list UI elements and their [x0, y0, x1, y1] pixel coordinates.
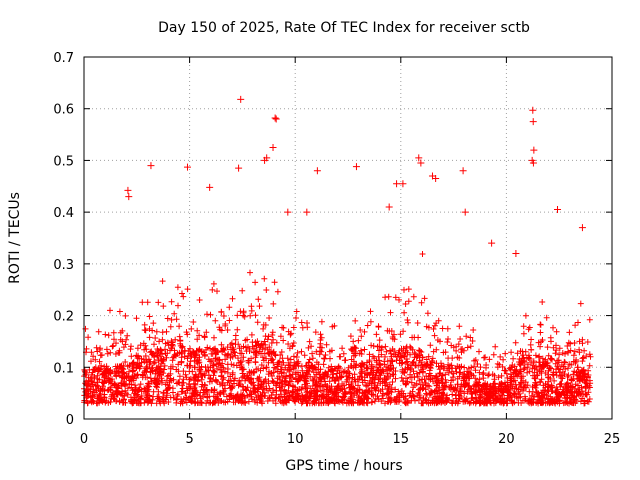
x-tick-label: 25 — [604, 432, 621, 447]
data-point — [147, 162, 155, 170]
data-point — [235, 164, 243, 172]
data-point — [393, 180, 401, 188]
data-point — [529, 106, 537, 114]
data-point — [284, 208, 292, 216]
data-point — [385, 203, 393, 211]
data-point — [554, 206, 562, 214]
roti-series-cloud — [81, 251, 594, 407]
y-tick-label: 0.2 — [53, 310, 74, 325]
data-point — [269, 144, 277, 151]
x-tick-label: 20 — [498, 432, 515, 447]
data-point — [303, 208, 311, 216]
x-tick-label: 0 — [80, 432, 88, 447]
data-point — [206, 183, 214, 191]
roti-series — [124, 95, 586, 258]
x-tick-label: 10 — [287, 432, 304, 447]
x-tick-label: 15 — [393, 432, 410, 447]
data-point — [352, 163, 360, 171]
y-tick-label: 0.5 — [53, 154, 74, 169]
data-point — [183, 163, 191, 171]
y-tick-label: 0.1 — [53, 361, 74, 376]
data-point — [530, 146, 538, 154]
data-point — [124, 186, 132, 194]
data-point — [461, 208, 469, 216]
data-point — [313, 167, 321, 175]
data-point — [399, 180, 407, 188]
data-point — [417, 159, 425, 167]
x-tick-label: 5 — [185, 432, 193, 447]
y-tick-label: 0.7 — [53, 51, 74, 66]
data-point — [459, 167, 467, 175]
data-point — [415, 154, 423, 162]
data-point — [263, 154, 271, 162]
data-point — [578, 224, 586, 232]
y-tick-label: 0.6 — [53, 103, 74, 118]
data-point — [488, 239, 496, 247]
data-point — [272, 115, 280, 123]
plot-frame — [83, 56, 613, 420]
data-point — [125, 193, 133, 201]
data-point — [529, 118, 537, 126]
chart-title: Day 150 of 2025, Rate Of TEC Index for r… — [158, 20, 530, 36]
data-point — [237, 95, 245, 103]
y-axis-label: ROTI / TECUs — [7, 192, 23, 284]
data-point — [271, 114, 279, 122]
y-tick-label: 0.4 — [53, 206, 74, 221]
y-tick-label: 0.3 — [53, 258, 74, 273]
roti-point-cloud — [81, 251, 594, 407]
data-point — [432, 175, 440, 183]
data-point — [512, 250, 520, 258]
x-axis-label: GPS time / hours — [285, 458, 402, 474]
data-point — [529, 159, 537, 167]
axis-ticks: 0 5 10 15 20 25 0 0.1 0.2 0.3 0.4 0.5 0.6 0.7 — [53, 51, 620, 447]
y-tick-label: 0 — [66, 413, 74, 428]
